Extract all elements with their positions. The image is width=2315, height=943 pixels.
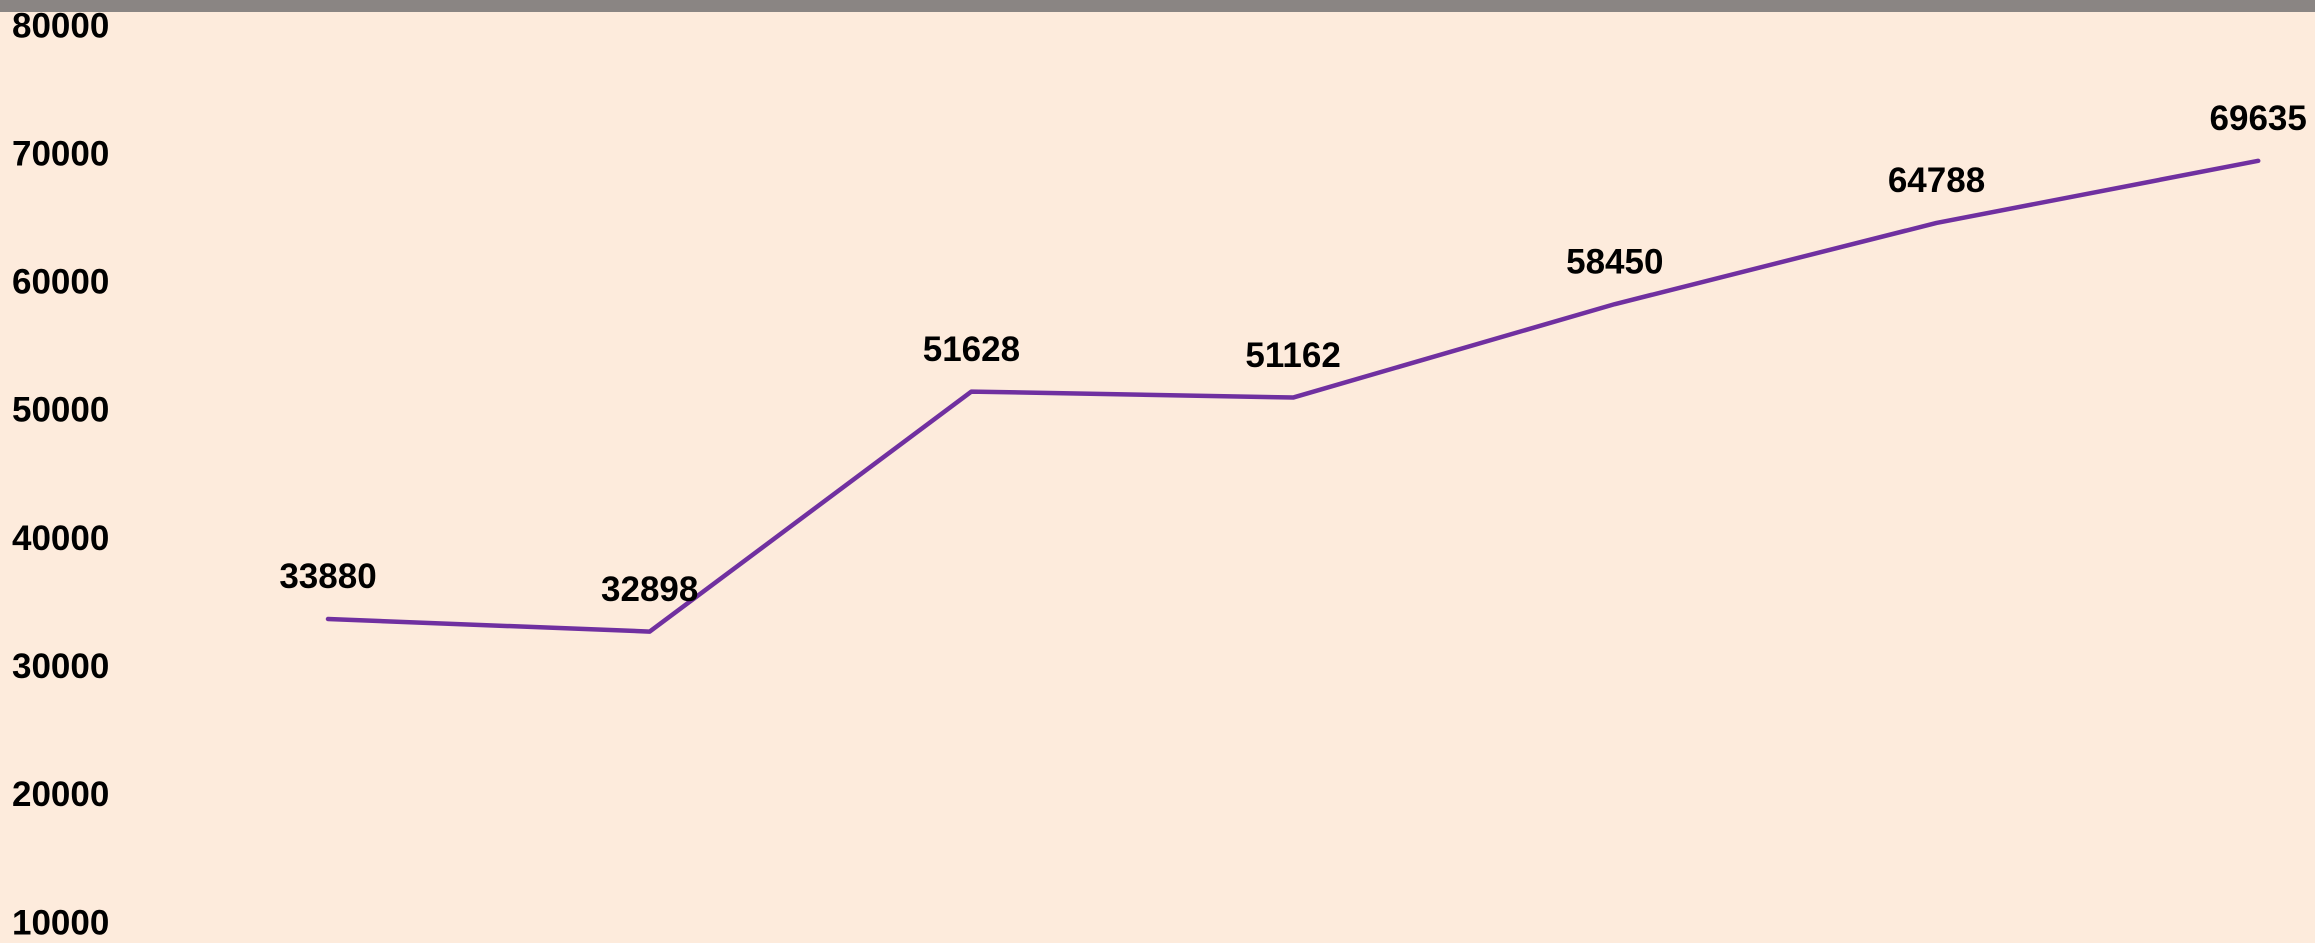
data-label: 64788 [1888,161,1985,200]
top-bar [0,0,2315,12]
y-tick-label: 60000 [12,263,109,302]
y-tick-label: 30000 [12,647,109,686]
data-label: 58450 [1566,242,1663,281]
y-tick-label: 70000 [12,134,109,173]
data-label: 51162 [1245,336,1340,375]
data-label: 33880 [279,557,376,596]
data-label: 69635 [2210,99,2307,138]
y-tick-label: 10000 [12,903,109,942]
line-series [325,158,2261,634]
y-tick-label: 40000 [12,519,109,558]
y-tick-label: 80000 [12,6,109,45]
y-tick-label: 20000 [12,775,109,814]
y-tick-label: 50000 [12,391,109,430]
data-label: 51628 [923,330,1020,369]
data-label: 32898 [601,570,698,609]
